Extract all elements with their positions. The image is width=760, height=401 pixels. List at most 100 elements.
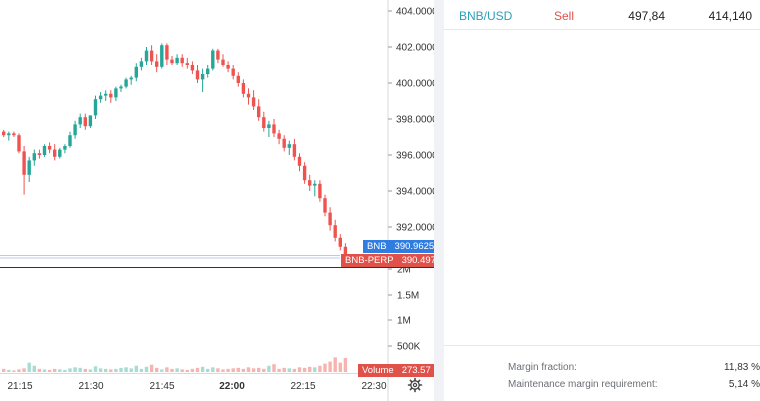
volume-bar [155,367,159,372]
volume-bar [124,367,128,372]
volume-bar [328,361,332,372]
volume-bar [7,369,11,372]
trade-symbol[interactable]: BNB/USD [459,9,513,23]
candle-body [93,99,98,116]
volume-bar [144,366,149,372]
candle-body [297,156,302,166]
volume-bar [308,366,312,372]
candle-body [78,117,82,125]
candle-body [58,149,62,157]
volume-bar [226,368,230,372]
candle-body [211,50,215,69]
volume-tag: Volume 273.57 [358,364,435,377]
candle-body [170,59,174,64]
volume-bar [165,367,169,372]
candle-body [221,59,225,65]
candle-body [73,124,77,136]
panel-divider[interactable] [434,0,444,401]
candle-body [262,117,266,128]
candle-body [313,183,317,186]
volume-bar [47,369,52,372]
volume-bar [149,364,154,372]
time-axis-label: 21:45 [149,381,174,392]
candle-body [200,74,205,80]
time-axis-label: 22:00 [219,381,245,392]
perp-price-tag: BNB-PERP 390.4975 [341,254,446,267]
margin-info: Margin fraction: 11,83 % Maintenance mar… [444,345,760,401]
candle-body [231,68,235,76]
volume-bar [42,369,47,372]
volume-bar [78,367,82,372]
volume-bar [37,368,42,372]
volume-bar [2,368,6,372]
candle-body [323,198,327,213]
trade-side: Sell [554,9,575,23]
candle-body [267,124,271,128]
candle-body [257,106,261,118]
volume-bar [32,365,36,372]
candle-body [124,79,128,87]
volume-bar [175,368,179,372]
volume-axis-label: 2M [397,265,411,276]
bnb-tag-value: 390.9625 [394,241,435,252]
volume-bar [333,357,337,372]
candle-body [180,57,184,64]
candle-body [114,88,118,98]
volume-bar [318,365,322,372]
volume-bar [68,368,72,372]
perp-tag-name: BNB-PERP [345,255,394,266]
candle-body [119,86,123,89]
candle-body [22,151,26,175]
candle-body [175,57,179,64]
candle-body [104,93,108,96]
price-axis-label: 396.0000 [396,151,434,162]
candle-body [165,45,169,60]
maintenance-margin-value: 5,14 % [728,379,760,390]
time-axis-label: 21:15 [7,381,32,392]
volume-bar [134,365,138,372]
volume-bar [88,369,93,372]
candle-body [7,133,11,136]
candle-body [129,77,133,80]
gear-icon[interactable] [407,377,423,393]
candle-body [88,115,93,127]
volume-bar [109,369,113,372]
candle-body [63,146,67,150]
volume-bar [200,366,205,372]
bnb-price-tag: BNB 390.9625 [363,240,439,253]
candle-body [12,133,16,136]
candle-body [53,149,57,157]
candle-body [134,66,138,78]
volume-bar [221,369,225,372]
volume-bar [119,367,123,372]
candle-body [42,146,47,155]
trade-row[interactable]: BNB/USD Sell 497,84 414,140 [444,0,760,30]
price-axis-label: 402.0000 [396,43,434,54]
volume-bar [129,368,133,372]
volume-bar [63,369,67,372]
candle-body [109,93,113,98]
candle-body [37,153,42,155]
candle-body [32,153,36,161]
margin-fraction-value: 11,83 % [724,362,760,373]
time-axis-label: 22:30 [361,381,386,392]
volume-bar [302,367,307,372]
margin-fraction-label: Margin fraction: [508,362,577,373]
candle-body [17,135,21,152]
volume-bar [53,368,57,372]
price-axis-label: 394.0000 [396,187,434,198]
volume-bar [272,364,276,372]
candle-body [149,50,154,62]
trade-size: 414,140 [708,9,752,23]
volume-bar [93,366,98,372]
candle-body [302,165,307,181]
candlestick-chart[interactable]: 404.0000 402.0000 400.0000 398.0000 396.0000… [0,0,434,401]
candle-body [282,138,286,148]
candle-body [98,95,103,100]
volume-bar [104,368,108,372]
price-axis-label: 404.0000 [396,7,434,18]
volume-bar [338,362,342,372]
price-chart-panel[interactable]: 404.0000 402.0000 400.0000 398.0000 396.0000… [0,0,446,401]
volume-bar [206,368,210,372]
